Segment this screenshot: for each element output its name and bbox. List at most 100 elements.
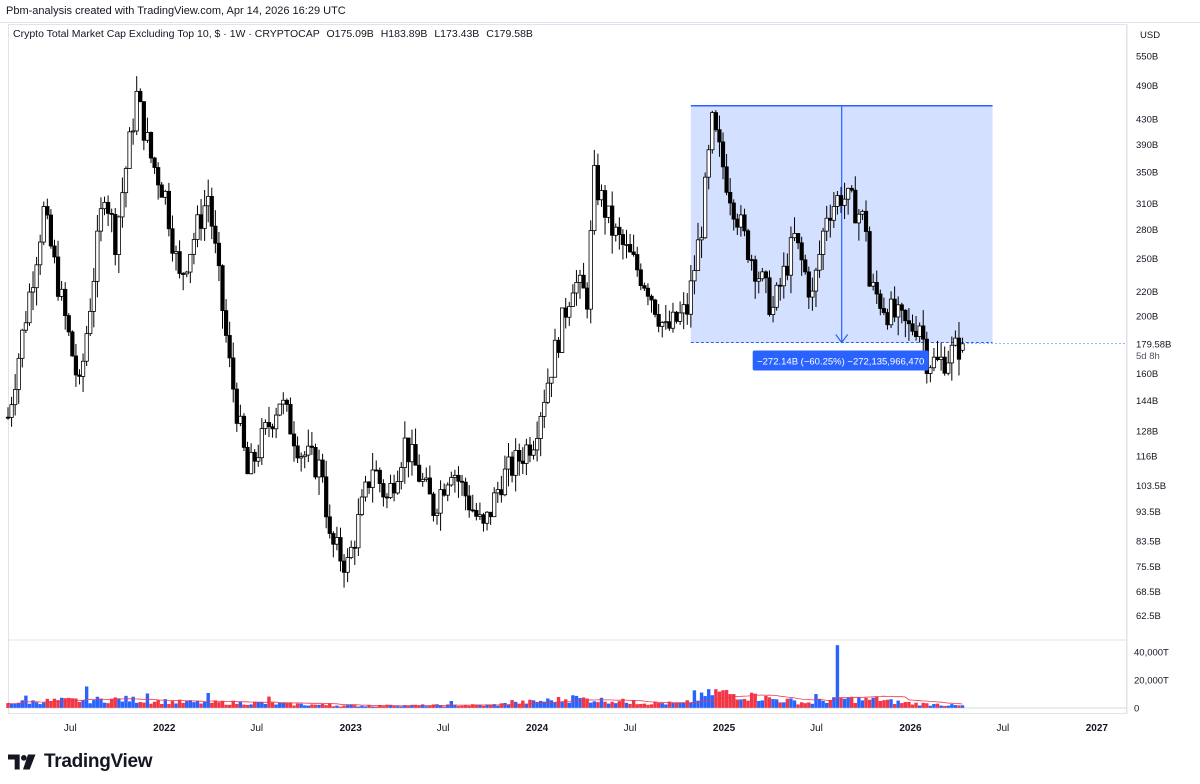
volume-bar <box>535 701 539 708</box>
candle-body <box>349 546 354 558</box>
candle-body <box>45 206 50 216</box>
volume-bar <box>417 705 421 708</box>
candle <box>506 443 511 487</box>
measure-label-bg <box>752 350 929 371</box>
candle <box>781 252 786 299</box>
price-tick-label: 490B <box>1136 81 1158 92</box>
candle <box>763 270 769 294</box>
volume-bar <box>349 705 353 708</box>
candle-body <box>63 288 68 316</box>
candle-body <box>320 459 325 478</box>
price-tick-label: 280B <box>1136 225 1158 236</box>
volume-bar <box>424 706 428 708</box>
volume-bar <box>614 703 618 708</box>
volume-bar <box>181 702 185 708</box>
volume-bar <box>942 705 947 708</box>
volume-bar <box>538 700 543 708</box>
volume-bar <box>835 645 840 708</box>
volume-bar <box>70 698 75 708</box>
volume-bar <box>560 701 564 708</box>
candle <box>563 297 568 329</box>
candle <box>788 226 794 294</box>
candle-body <box>216 242 222 267</box>
volume-bar <box>681 702 686 708</box>
volume-bar <box>549 700 554 708</box>
candle <box>166 182 171 237</box>
candle-body <box>652 299 658 315</box>
candle <box>592 149 597 235</box>
candle <box>638 263 643 291</box>
volume-bar <box>585 698 589 708</box>
candle <box>688 265 693 328</box>
candle-body <box>821 230 826 255</box>
candle <box>274 407 279 439</box>
volume-bar <box>749 692 754 708</box>
candle-body <box>670 311 676 329</box>
volume-bar <box>689 702 693 708</box>
time-tick-label: Jul <box>624 723 637 734</box>
price-tick-label: 390B <box>1136 140 1158 151</box>
volume-bar <box>392 705 396 708</box>
candle-body <box>181 273 186 275</box>
price-tick-label: 200B <box>1136 312 1158 323</box>
volume-bar <box>807 702 811 708</box>
volume-bar <box>102 702 107 708</box>
volume-bar <box>871 697 875 708</box>
volume-bar <box>714 689 718 708</box>
candle-body <box>549 376 554 384</box>
candle <box>520 447 525 474</box>
volume-bar <box>260 702 264 708</box>
price-tick-label: 93.5B <box>1136 507 1161 518</box>
volume-bar <box>678 702 682 708</box>
price-tick-label: 250B <box>1136 254 1158 265</box>
symbol-title[interactable]: Crypto Total Market Cap Excluding Top 10… <box>13 28 320 40</box>
volume-bar <box>135 702 139 708</box>
candle <box>488 511 493 525</box>
candle <box>334 526 340 551</box>
volume-bar <box>317 704 321 708</box>
candle <box>392 474 397 502</box>
volume-bar <box>478 704 482 708</box>
candle <box>906 308 912 341</box>
candle <box>470 494 475 513</box>
candle <box>188 253 193 284</box>
candle <box>717 115 722 157</box>
candle-body <box>663 321 668 324</box>
volume-bar <box>764 696 768 708</box>
volume-bar <box>127 701 132 708</box>
candle <box>674 311 679 324</box>
footer-brand[interactable]: TradingView <box>8 748 153 776</box>
volume-bar <box>910 704 915 708</box>
candle <box>742 208 747 237</box>
candle <box>810 277 815 311</box>
candle <box>52 239 57 264</box>
candle <box>724 153 729 196</box>
candle-body <box>177 251 182 274</box>
candle <box>545 368 550 405</box>
candle-body <box>316 459 322 478</box>
candle-body <box>48 214 54 247</box>
volume-bar <box>95 696 100 708</box>
time-tick-label: Jul <box>810 723 823 734</box>
candle <box>88 298 93 337</box>
candle-body <box>799 242 804 261</box>
candle <box>753 255 758 299</box>
volume-bar <box>249 704 253 708</box>
volume-bar <box>485 704 489 708</box>
creator-text: Pbm-analysis created with TradingView.co… <box>6 5 346 17</box>
candle <box>238 404 243 427</box>
candle <box>249 443 254 475</box>
volume-bar <box>488 704 493 708</box>
candle <box>63 282 68 330</box>
candle-body <box>867 231 872 287</box>
time-tick-label: Jul <box>437 723 450 734</box>
volume-bar <box>213 700 218 708</box>
candle <box>928 365 933 383</box>
candle-body <box>685 304 690 315</box>
symbol-legend: Crypto Total Market Cap Excluding Top 10… <box>13 26 533 42</box>
candle-body <box>785 265 790 276</box>
candle-body <box>588 230 593 310</box>
candle <box>581 262 586 289</box>
volume-bar <box>603 701 607 708</box>
